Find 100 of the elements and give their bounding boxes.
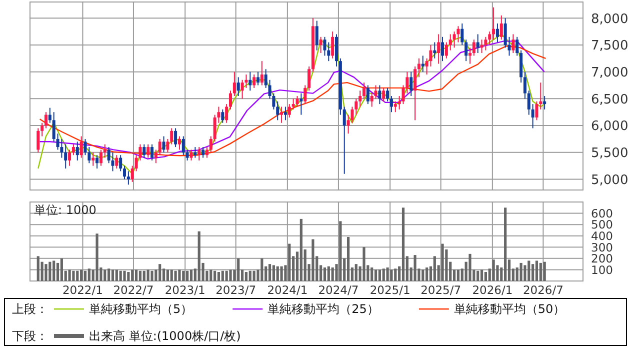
candlestick [300,92,303,116]
candlestick [190,149,193,161]
candlestick [354,98,358,116]
candlestick [492,6,496,40]
candlestick [484,36,488,51]
bar [535,260,538,281]
candlestick [256,71,260,86]
candlestick [406,71,409,94]
candlestick [472,39,476,56]
bar [480,270,484,281]
bar [52,260,56,281]
y-tick-label: 7,000 [591,66,628,81]
bar [36,256,40,281]
candlestick [88,146,91,164]
bar [108,268,110,281]
y-tick-label: 8,000 [591,12,628,27]
bar [433,256,436,281]
candlestick [182,136,185,156]
bar [422,270,424,281]
candlestick [512,34,515,54]
candlestick [304,84,307,105]
bar [186,270,189,281]
bar [150,270,154,281]
candlestick [382,87,386,102]
candlestick [202,146,205,158]
candlestick [543,96,546,110]
candlestick [150,144,154,161]
bar [272,265,275,281]
y-tick-label: 600 [591,206,613,220]
x-tick-label: 2024/7 [318,283,359,297]
x-tick-label: 2023/7 [216,283,256,297]
candlestick [170,128,174,145]
bar [134,270,138,281]
candlestick [232,71,236,96]
bar [276,266,279,281]
candlestick [96,154,99,170]
candlestick [378,84,382,105]
y-tick-label: 300 [591,240,613,254]
candlestick [539,82,542,110]
x-tick-label: 2025/1 [370,283,410,297]
candlestick [433,42,436,59]
bar [127,272,130,281]
candlestick [327,42,330,62]
bar [312,239,314,281]
candlestick [292,98,295,110]
bar [229,270,232,281]
candlestick [496,22,499,43]
candlestick [119,154,122,172]
legend-title: 下段： [12,329,48,343]
candlestick [44,112,48,129]
candlestick [284,106,287,121]
y-tick-label: 7,500 [591,38,628,54]
candlestick [209,136,212,153]
candlestick [123,165,126,180]
candlestick [535,100,538,121]
candlestick [421,55,424,72]
bar [138,270,142,281]
bar [346,236,350,281]
candlestick [386,87,390,102]
candlestick [194,146,197,158]
bar [158,264,162,281]
candlestick [280,106,284,124]
candlestick [174,128,178,148]
candlestick [319,36,322,54]
bar [543,262,546,281]
x-tick-label: 2022/7 [113,283,154,297]
candlestick [154,149,158,164]
bar [441,244,444,281]
bar [166,270,169,281]
bar [484,272,487,281]
bar [237,258,240,281]
candlestick [103,144,106,158]
bar [323,267,326,281]
candlestick [523,71,526,100]
legend-label: 出来高 単位:(1000株/口/枚) [89,329,241,343]
candlestick [370,92,374,108]
x-tick-label: 2022/1 [62,283,103,297]
x-tick-label: 2024/1 [267,283,308,297]
candlestick [92,152,95,166]
bar [88,268,90,281]
bar [214,270,216,281]
candlestick [516,36,519,56]
bar [221,270,224,281]
candlestick [500,14,503,40]
candlestick [248,71,252,92]
bar [339,221,342,281]
candlestick [417,58,420,78]
candlestick [229,90,232,110]
y-tick-label: 5,000 [591,172,628,188]
candlestick [468,47,472,64]
candlestick [441,36,444,62]
candlestick [186,149,189,161]
bar [252,270,256,281]
bar [225,270,228,281]
candlestick [366,84,370,105]
bar [268,264,272,281]
candlestick [115,154,118,170]
candlestick [296,96,299,108]
bar [72,270,75,281]
bar [146,270,150,281]
